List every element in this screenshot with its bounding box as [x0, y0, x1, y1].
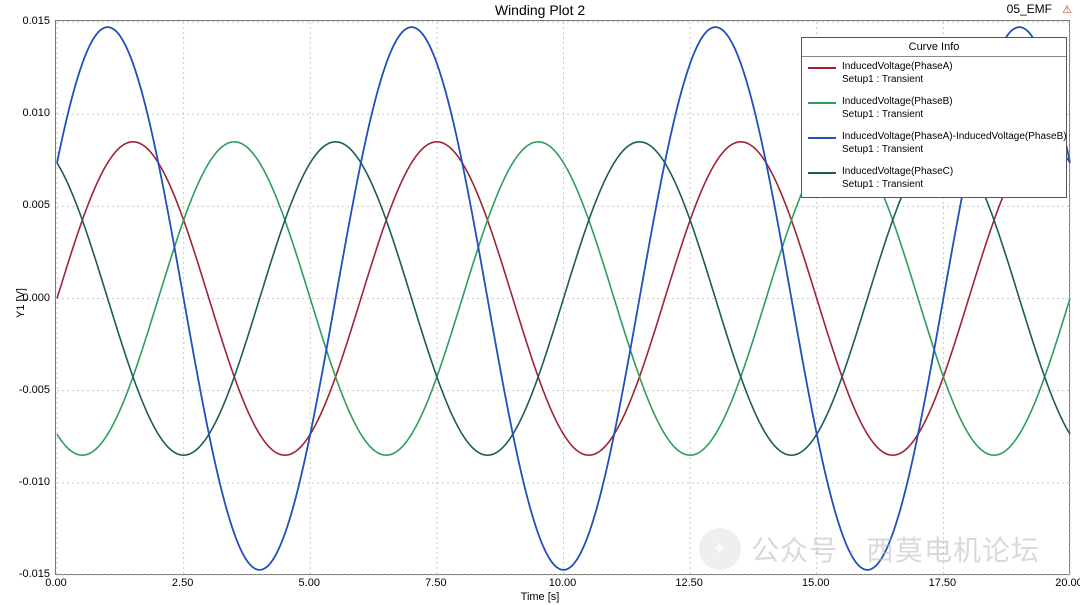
warning-icon: ⚠: [1062, 3, 1072, 16]
y-tick-label: 0.005: [5, 199, 50, 211]
x-tick-label: 5.00: [299, 577, 320, 589]
design-name-label: 05_EMF: [1007, 2, 1052, 16]
legend-entry[interactable]: InducedVoltage(PhaseA)Setup1 : Transient: [802, 57, 1066, 92]
x-tick-label: 12.50: [675, 577, 703, 589]
x-tick-label: 20.00: [1055, 577, 1080, 589]
plot-area[interactable]: Curve Info InducedVoltage(PhaseA)Setup1 …: [55, 20, 1070, 575]
x-tick-label: 2.50: [172, 577, 193, 589]
legend-box[interactable]: Curve Info InducedVoltage(PhaseA)Setup1 …: [801, 37, 1067, 198]
x-tick-label: 15.00: [802, 577, 830, 589]
y-tick-label: 0.010: [5, 107, 50, 119]
y-tick-label: -0.010: [5, 476, 50, 488]
legend-label: InducedVoltage(PhaseB)Setup1 : Transient: [842, 96, 953, 121]
legend-label: InducedVoltage(PhaseC)Setup1 : Transient: [842, 166, 953, 191]
legend-swatch: [808, 102, 836, 104]
x-axis-label: Time [s]: [0, 591, 1080, 603]
x-tick-label: 17.50: [929, 577, 957, 589]
y-tick-label: 0.015: [5, 15, 50, 27]
legend-entry[interactable]: InducedVoltage(PhaseC)Setup1 : Transient: [802, 162, 1066, 197]
legend-entry[interactable]: InducedVoltage(PhaseA)-InducedVoltage(Ph…: [802, 127, 1066, 162]
y-tick-label: 0.000: [5, 292, 50, 304]
legend-entry[interactable]: InducedVoltage(PhaseB)Setup1 : Transient: [802, 92, 1066, 127]
legend-label: InducedVoltage(PhaseA)-InducedVoltage(Ph…: [842, 131, 1067, 156]
legend-label: InducedVoltage(PhaseA)Setup1 : Transient: [842, 61, 953, 86]
x-tick-label: 7.50: [425, 577, 446, 589]
y-tick-label: -0.015: [5, 568, 50, 580]
legend-title: Curve Info: [802, 38, 1066, 57]
legend-swatch: [808, 67, 836, 69]
x-tick-label: 10.00: [549, 577, 577, 589]
y-tick-label: -0.005: [5, 384, 50, 396]
legend-swatch: [808, 137, 836, 139]
chart-title: Winding Plot 2: [0, 2, 1080, 18]
legend-swatch: [808, 172, 836, 174]
